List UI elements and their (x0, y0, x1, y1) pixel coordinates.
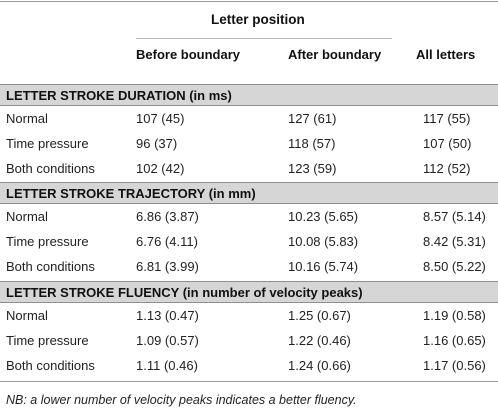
table-bottom-rule (0, 381, 498, 382)
row-label: Time pressure (6, 333, 89, 348)
table-cell: 1.19 (0.58) (423, 308, 486, 323)
table-cell: 6.86 (3.87) (136, 209, 199, 224)
table-footnote: NB: a lower number of velocity peaks ind… (6, 393, 357, 407)
row-label: Both conditions (6, 259, 95, 274)
row-label: Both conditions (6, 358, 95, 373)
group-header-underline (136, 38, 392, 39)
table-cell: 127 (61) (288, 111, 337, 126)
row-label: Time pressure (6, 234, 89, 249)
row-label: Normal (6, 209, 48, 224)
row-label: Normal (6, 308, 48, 323)
table-cell: 8.50 (5.22) (423, 259, 486, 274)
col-header-all-letters: All letters (416, 47, 476, 62)
table-cell: 107 (45) (136, 111, 185, 126)
table-cell: 8.42 (5.31) (423, 234, 486, 249)
table-cell: 102 (42) (136, 161, 185, 176)
table-top-rule (0, 1, 498, 2)
row-label: Normal (6, 111, 48, 126)
section-title-duration: LETTER STROKE DURATION (in ms) (6, 88, 232, 103)
table-cell: 1.09 (0.57) (136, 333, 199, 348)
table-cell: 112 (52) (423, 161, 471, 176)
table-cell: 1.17 (0.56) (423, 358, 486, 373)
table-cell: 8.57 (5.14) (423, 209, 486, 224)
table-cell: 107 (50) (423, 136, 472, 151)
table-cell: 10.16 (5.74) (288, 259, 359, 274)
section-title-trajectory: LETTER STROKE TRAJECTORY (in mm) (6, 186, 256, 201)
section-title-fluency: LETTER STROKE FLUENCY (in number of velo… (6, 285, 363, 300)
table-cell: 10.23 (5.65) (288, 209, 359, 224)
table-cell: 1.13 (0.47) (136, 308, 199, 323)
table-cell: 1.24 (0.66) (288, 358, 351, 373)
table-cell: 10.08 (5.83) (288, 234, 359, 249)
table-cell: 1.25 (0.67) (288, 308, 351, 323)
section-band-trajectory: LETTER STROKE TRAJECTORY (in mm) (0, 182, 498, 204)
section-band-fluency: LETTER STROKE FLUENCY (in number of velo… (0, 281, 498, 303)
table-cell: 123 (59) (288, 161, 337, 176)
table-cell: 117 (55) (423, 111, 471, 126)
col-header-before-boundary: Before boundary (136, 47, 241, 62)
table-cell: 1.16 (0.65) (423, 333, 486, 348)
section-band-duration: LETTER STROKE DURATION (in ms) (0, 84, 498, 106)
table-cell: 96 (37) (136, 136, 178, 151)
col-header-after-boundary: After boundary (288, 47, 382, 62)
table-cell: 118 (57) (288, 136, 336, 151)
letter-position-header: Letter position (211, 12, 305, 27)
table-cell: 6.76 (4.11) (136, 234, 198, 249)
row-label: Both conditions (6, 161, 95, 176)
table-cell: 1.22 (0.46) (288, 333, 351, 348)
table-cell: 6.81 (3.99) (136, 259, 199, 274)
table-cell: 1.11 (0.46) (136, 358, 198, 373)
row-label: Time pressure (6, 136, 89, 151)
